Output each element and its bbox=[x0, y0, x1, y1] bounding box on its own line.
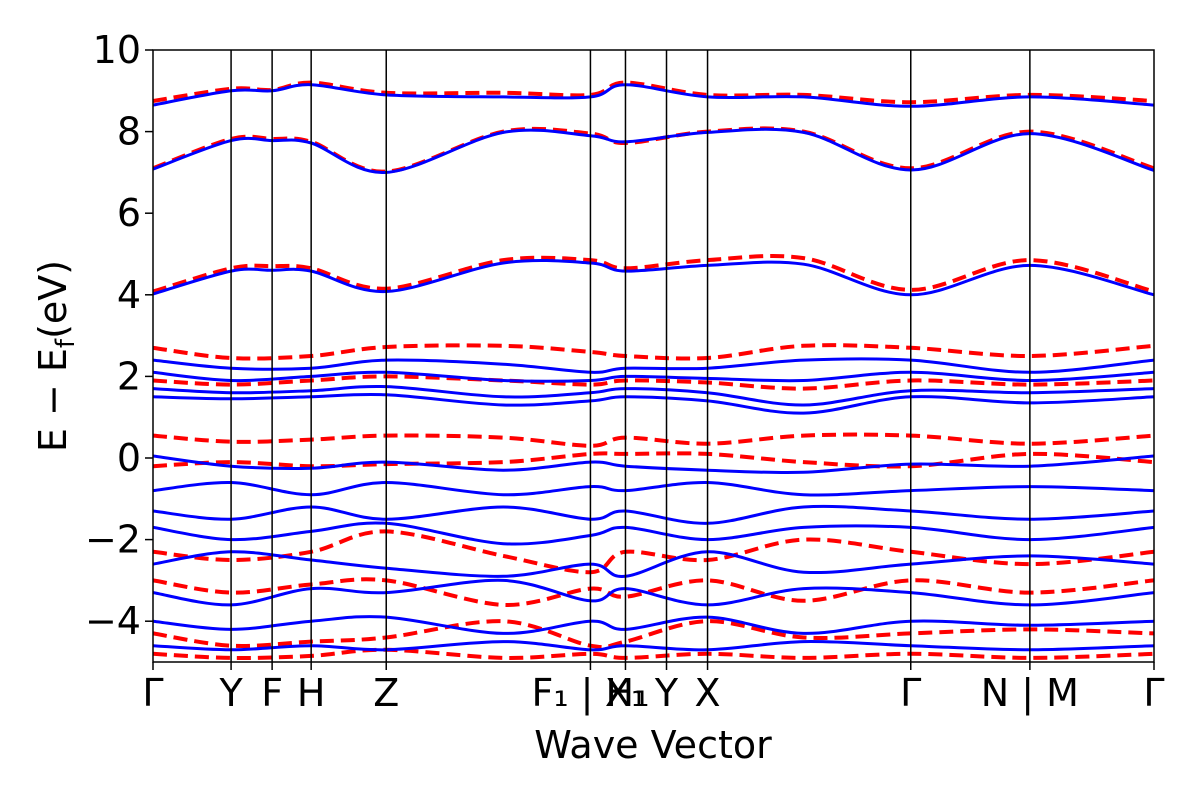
x-tick-label-6: X₁ bbox=[605, 671, 646, 715]
x-tick-label-4: Z bbox=[373, 671, 399, 715]
x-tick-label-5: F₁ | H₁ bbox=[532, 671, 650, 716]
dashed-band-line-1 bbox=[153, 126, 1154, 174]
y-axis-label: E − Ef(eV) bbox=[31, 260, 81, 452]
y-tick-label-4: 4 bbox=[117, 273, 141, 317]
x-tick-label-1: Y bbox=[218, 671, 243, 715]
x-tick-label-11: Γ bbox=[1143, 671, 1164, 715]
dashed-band-line-2 bbox=[153, 254, 1154, 294]
svg-text:E − Ef(eV): E − Ef(eV) bbox=[31, 260, 81, 452]
solid-band-line-1 bbox=[153, 127, 1154, 174]
x-tick-label-7: Y bbox=[654, 671, 679, 715]
x-tick-label-9: Γ bbox=[900, 671, 921, 715]
x-tick-label-3: H bbox=[297, 671, 326, 715]
y-tick-label-3: 2 bbox=[117, 354, 141, 398]
x-axis-label: Wave Vector bbox=[534, 723, 772, 767]
y-tick-label-1: −2 bbox=[85, 518, 141, 562]
x-tick-label-10: N | M bbox=[981, 671, 1079, 716]
solid-band-line-0 bbox=[153, 83, 1154, 108]
y-tick-label-5: 6 bbox=[117, 191, 141, 235]
kpoint-lines bbox=[230, 50, 1031, 662]
y-tick-label-7: 10 bbox=[93, 28, 141, 72]
x-tick-label-8: X bbox=[695, 671, 721, 715]
y-axis-label-subscript: f bbox=[51, 338, 81, 348]
y-tick-label-0: −4 bbox=[85, 599, 141, 643]
solid-band-line-2 bbox=[153, 259, 1154, 297]
y-axis-label-unit: (eV) bbox=[31, 260, 75, 339]
y-axis-ticks: −4 −2 0 2 4 6 8 10 bbox=[85, 28, 153, 643]
y-tick-label-2: 0 bbox=[117, 436, 141, 480]
plot-frame bbox=[152, 49, 1155, 663]
y-tick-label-6: 8 bbox=[117, 110, 141, 154]
x-tick-label-0: Γ bbox=[142, 671, 163, 715]
y-axis-label-main: E − E bbox=[31, 348, 75, 452]
x-tick-label-2: F bbox=[261, 671, 283, 715]
